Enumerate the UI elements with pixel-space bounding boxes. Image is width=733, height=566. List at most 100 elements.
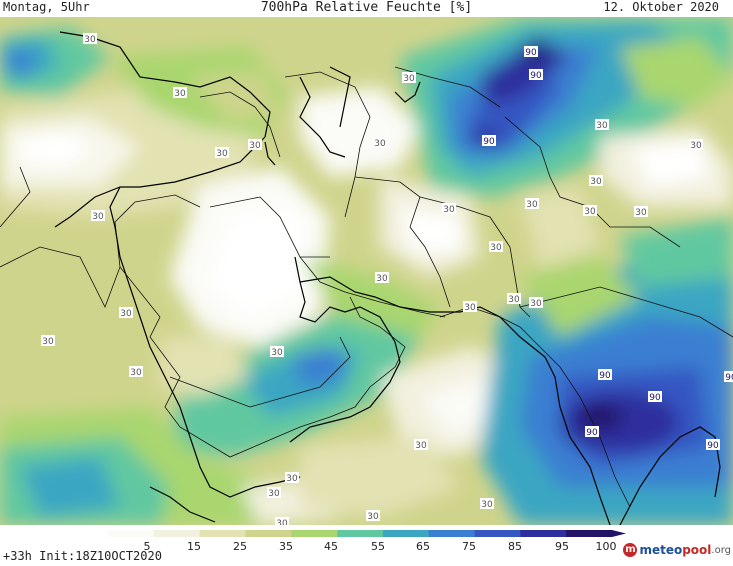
- contour-label-box: [598, 369, 612, 380]
- contour-label: 30: [583, 205, 597, 217]
- contour-label: 30: [215, 147, 229, 159]
- contour-label-text: 90: [725, 373, 733, 383]
- humidity-fields: [0, 17, 733, 525]
- legend-max-arrow: [612, 530, 626, 537]
- legend-swatch: [382, 530, 430, 537]
- contour-label-text: 30: [481, 500, 493, 510]
- legend-tick-label: 65: [416, 540, 430, 553]
- contour-label-box: [285, 472, 299, 483]
- contour-label-text: 30: [84, 35, 96, 45]
- contour-label-text: 30: [376, 274, 388, 284]
- legend-swatch: [153, 530, 201, 537]
- legend-swatch: [108, 530, 155, 537]
- contour-label: 30: [270, 346, 284, 358]
- contour-label: 30: [173, 87, 187, 99]
- contour-label-text: 30: [92, 212, 104, 222]
- legend-swatch: [474, 530, 521, 537]
- contour-label-text: 90: [483, 137, 495, 147]
- legend-tick-label: 100: [595, 540, 617, 553]
- contour-label-box: [507, 293, 521, 304]
- brand-text-meteo: meteo: [639, 543, 683, 557]
- contour-label: 30: [529, 297, 543, 309]
- legend-tick-label: 25: [233, 540, 247, 553]
- contour-label-box: [275, 517, 289, 525]
- contour-label-text: 30: [596, 121, 608, 131]
- contour-label-box: [83, 33, 97, 44]
- contour-label: 90: [648, 391, 662, 403]
- contour-label: 30: [285, 472, 299, 484]
- legend-swatch: [245, 530, 292, 537]
- meteopool-logo[interactable]: m meteo pool .org: [623, 543, 731, 557]
- contour-label-box: [689, 139, 703, 150]
- contour-label-box: [463, 301, 477, 312]
- legend-tick-label: 15: [187, 540, 201, 553]
- contour-label-text: 30: [374, 139, 386, 149]
- brand-text-org: .org: [711, 544, 731, 556]
- contour-label: 30: [589, 175, 603, 187]
- contour-label: 30: [402, 72, 416, 84]
- contour-label-text: 90: [530, 71, 542, 81]
- contour-label-text: 30: [690, 141, 702, 151]
- contour-label: 30: [414, 439, 428, 451]
- contour-label-text: 30: [174, 89, 186, 99]
- contour-label: 90: [724, 371, 733, 383]
- contour-label: 90: [598, 369, 612, 381]
- legend-swatch: [337, 530, 384, 537]
- contour-label-box: [270, 346, 284, 357]
- coastlines: [54, 31, 721, 525]
- contour-label: 30: [507, 293, 521, 305]
- contour-label-text: 30: [276, 519, 288, 525]
- contour-label-box: [442, 203, 456, 214]
- contour-label-box: [648, 391, 662, 402]
- legend-swatch: [291, 530, 338, 537]
- contour-label-text: 30: [508, 295, 520, 305]
- contour-label-box: [373, 137, 387, 148]
- contour-label-text: 30: [526, 200, 538, 210]
- contour-label: 30: [463, 301, 477, 313]
- header-bar: Montag, 5Uhr 700hPa Relative Feuchte [%]…: [0, 0, 733, 17]
- contour-label-text: 30: [590, 177, 602, 187]
- contour-label-box: [489, 241, 503, 252]
- contour-label: 30: [480, 498, 494, 510]
- contour-label-box: [529, 297, 543, 308]
- contour-label-box: [524, 46, 538, 57]
- color-legend: 5 15 25 35 45 55 65 75 85 95 100 +33h Init:18Z10OC…: [0, 525, 733, 566]
- contour-label: 30: [689, 139, 703, 151]
- contour-label-text: 30: [635, 208, 647, 218]
- contour-label-text: 30: [403, 74, 415, 84]
- legend-swatch: [520, 530, 567, 537]
- contour-label-box: [91, 210, 105, 221]
- legend-tick-label: 5: [143, 540, 151, 553]
- contour-label: 30: [373, 137, 387, 149]
- legend-tick-label: 85: [508, 540, 522, 553]
- contour-label-box: [366, 510, 380, 521]
- contour-label-text: 30: [584, 207, 596, 217]
- contour-label: 30: [91, 210, 105, 222]
- contour-label-box: [267, 487, 281, 498]
- legend-colorbar: [108, 530, 626, 537]
- legend-tick-label: 35: [279, 540, 293, 553]
- legend-swatch: [566, 530, 613, 537]
- contour-label-text: 90: [649, 393, 661, 403]
- contour-label-text: 30: [268, 489, 280, 499]
- contour-label-box: [375, 272, 389, 283]
- contour-label: 90: [482, 135, 496, 147]
- contour-label-text: 30: [286, 474, 298, 484]
- contour-label-text: 30: [530, 299, 542, 309]
- contour-label: 30: [595, 119, 609, 131]
- contour-label-text: 90: [599, 371, 611, 381]
- contour-label-text: 30: [464, 303, 476, 313]
- contour-label-text: 30: [42, 337, 54, 347]
- contour-label: 30: [366, 510, 380, 522]
- contour-label-text: 30: [120, 309, 132, 319]
- contour-label-box: [402, 72, 416, 83]
- contour-label-box: [129, 366, 143, 377]
- contour-label-text: 30: [367, 512, 379, 522]
- contour-label-box: [529, 69, 543, 80]
- contour-label-box: [595, 119, 609, 130]
- contour-label-box: [119, 307, 133, 318]
- contour-label-box: [583, 205, 597, 216]
- contour-label-box: [589, 175, 603, 186]
- contour-label-text: 30: [443, 205, 455, 215]
- meteopool-icon: m: [623, 543, 638, 557]
